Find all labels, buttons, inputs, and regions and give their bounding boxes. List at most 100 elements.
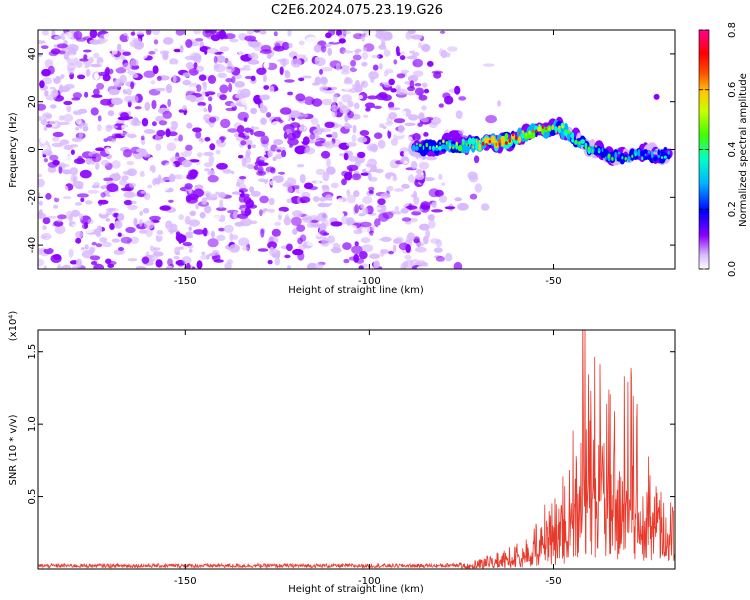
spectrogram-blob <box>59 185 69 194</box>
spectrogram-blob <box>87 189 99 194</box>
spectrogram-blob <box>188 67 199 76</box>
spectrogram-blob <box>143 192 151 201</box>
spectrogram-blob <box>455 110 463 119</box>
spectrogram-blob <box>132 73 139 79</box>
spectrogram-blob <box>346 164 359 172</box>
snr-ticks: -150 -100 -50 0.5 1.0 1.5 <box>27 330 675 587</box>
spectrogram-blob <box>200 254 209 260</box>
spectrogram-blob <box>130 119 142 127</box>
spectrogram-blob <box>133 217 138 227</box>
spectrogram-ridge-blob <box>641 156 644 160</box>
spectrogram-blob <box>435 239 442 248</box>
spectrogram-blob <box>350 59 357 67</box>
spectrogram-blob <box>225 63 235 74</box>
spectrogram-blob <box>250 190 261 197</box>
spectrogram-blob <box>271 228 281 237</box>
spectrogram-blob <box>71 137 83 143</box>
spectrogram-blob <box>175 146 186 153</box>
spectrogram-ridge-blob <box>617 151 621 155</box>
spectrogram-blob <box>131 95 139 104</box>
spectrogram-blob <box>158 120 168 126</box>
spectrogram-blob <box>412 208 424 213</box>
spectrogram-x-tick-label: -150 <box>174 276 197 287</box>
spectrogram-ridge-blob <box>478 139 481 143</box>
snr-y-tick-label: 1.5 <box>27 344 38 360</box>
spectrogram-blob <box>361 80 368 88</box>
spectrogram-blob <box>227 182 236 189</box>
spectrogram-blob <box>314 76 322 86</box>
spectrogram-blob <box>136 31 144 36</box>
spectrogram-blob <box>216 93 221 97</box>
spectrogram-blob <box>48 50 59 57</box>
spectrogram-blob <box>105 218 111 222</box>
spectrogram-blob <box>368 36 375 44</box>
spectrogram-blob <box>56 218 63 223</box>
spectrogram-blob <box>379 63 383 70</box>
spectrogram-blob <box>247 144 252 150</box>
spectrogram-blob <box>249 186 255 193</box>
spectrogram-blob <box>380 236 392 242</box>
spectrogram-blob <box>58 163 70 168</box>
spectrogram-blob <box>60 74 65 79</box>
spectrogram-blob <box>383 31 393 41</box>
spectrogram-blob <box>240 97 251 106</box>
spectrogram-blob <box>50 254 62 263</box>
spectrogram-blob <box>341 94 353 103</box>
spectrogram-blob <box>411 229 416 233</box>
spectrogram-blob <box>274 221 281 226</box>
spectrogram-ridge-blob <box>418 143 422 147</box>
spectrogram-blob <box>240 140 247 146</box>
spectrogram-blob <box>74 85 80 93</box>
spectrogram-blob <box>82 228 94 234</box>
spectrogram-blob <box>314 57 326 67</box>
spectrogram-blob <box>218 227 226 232</box>
spectrogram-blob <box>112 212 119 218</box>
spectrogram-ridge-blob <box>455 141 458 146</box>
spectrogram-blob <box>367 95 378 100</box>
spectrogram-blob <box>42 217 51 225</box>
spectrogram-blob <box>41 119 48 126</box>
spectrogram-blob <box>220 118 231 129</box>
spectrogram-blob <box>292 228 298 235</box>
spectrogram-blob <box>87 218 94 225</box>
spectrogram-blob <box>341 215 349 225</box>
spectrogram-blob <box>396 51 401 57</box>
spectrogram-blob <box>219 84 229 94</box>
spectrogram-blob <box>79 169 92 179</box>
spectrogram-blob <box>189 169 198 179</box>
spectrogram-blob <box>360 203 365 209</box>
spectrogram-blob <box>49 154 59 161</box>
spectrogram-blob <box>286 243 293 252</box>
spectrogram-blob <box>346 189 351 197</box>
spectrogram-blob <box>354 241 359 247</box>
spectrogram-blob <box>302 136 310 146</box>
spectrogram-blob <box>235 204 240 209</box>
spectrogram-ridge-blob <box>472 145 475 149</box>
spectrogram-blob <box>287 30 292 37</box>
spectrogram-blob <box>359 130 370 136</box>
spectrogram-blob <box>43 240 51 250</box>
spectrogram-blob <box>203 107 208 113</box>
spectrogram-blob <box>400 158 405 164</box>
spectrogram-blob <box>504 170 514 175</box>
spectrogram-blob <box>61 264 72 269</box>
spectrogram-blob <box>257 248 269 252</box>
spectrogram-blob <box>331 86 338 91</box>
spectrogram-blob <box>454 197 462 202</box>
spectrogram-blob <box>329 207 342 214</box>
spectrogram-blob <box>234 81 245 88</box>
spectrogram-blob <box>380 193 391 199</box>
spectrogram-blob <box>244 155 252 164</box>
spectrogram-blob <box>162 37 174 45</box>
spectrogram-blob <box>348 259 355 266</box>
spectrogram-blob <box>85 68 91 77</box>
spectrogram-blob <box>181 159 192 168</box>
spectrogram-blob <box>178 234 183 244</box>
spectrogram-blob <box>39 80 45 89</box>
spectrogram-blob <box>259 209 263 217</box>
spectrogram-blob <box>63 31 73 39</box>
spectrogram-ridge-blob <box>492 138 494 143</box>
spectrogram-blob <box>277 171 286 175</box>
spectrogram-blob <box>348 156 359 162</box>
spectrogram-ridge-blob <box>628 157 630 162</box>
